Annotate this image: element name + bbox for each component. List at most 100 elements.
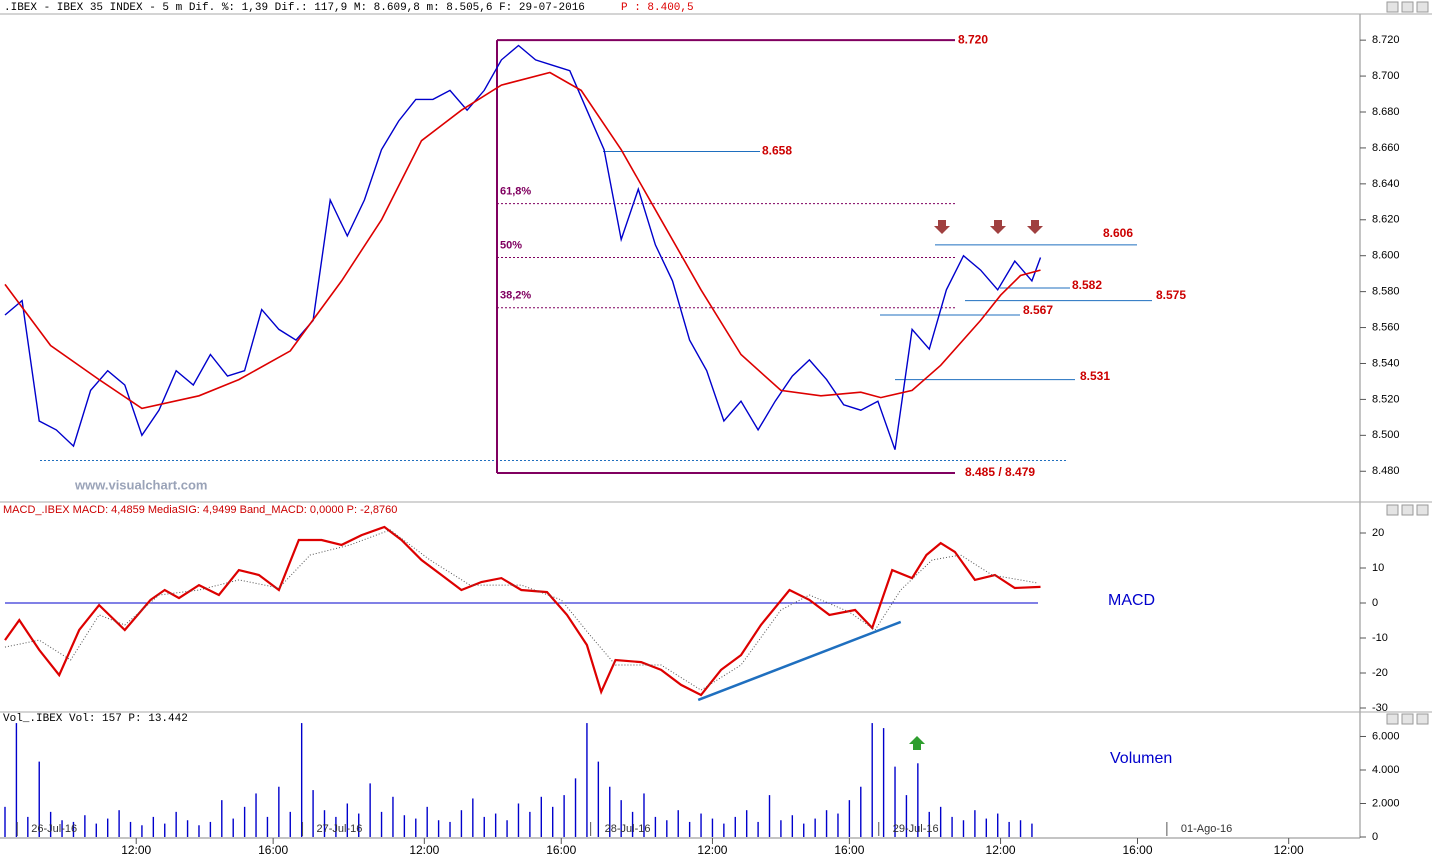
button[interactable] — [1386, 1, 1399, 13]
volume-bar — [574, 778, 577, 837]
level-label: 8.485 / 8.479 — [965, 465, 1035, 479]
volume-bar — [768, 795, 771, 837]
volume-bar — [552, 806, 554, 837]
volume-bar — [540, 796, 542, 837]
y-tick-label: 20 — [1372, 527, 1384, 539]
x-tick-label: 12:00 — [986, 843, 1016, 857]
volume-bar — [323, 810, 326, 837]
y-tick-label: 8.600 — [1372, 250, 1400, 262]
volume-bar — [483, 816, 485, 837]
y-tick-label: 8.540 — [1372, 357, 1400, 369]
x-tick-label: 16:00 — [258, 843, 288, 857]
x-tick-label: 16:00 — [834, 843, 864, 857]
volume-bar — [175, 811, 177, 837]
volume-bar — [472, 798, 474, 837]
volume-bar — [289, 811, 291, 837]
button[interactable] — [1416, 1, 1429, 13]
series-line — [4, 71, 1041, 410]
x-tick-label: 12:00 — [697, 843, 727, 857]
volume-bar — [745, 810, 748, 837]
y-tick-label: 8.560 — [1372, 321, 1400, 333]
button[interactable] — [1386, 504, 1399, 516]
volume-bar — [666, 820, 668, 837]
date-label: 01-Ago-16 — [1181, 823, 1232, 835]
volume-bar — [643, 793, 645, 837]
volume-bar — [49, 811, 52, 837]
x-tick-label: 12:00 — [409, 843, 439, 857]
trend-line — [697, 620, 902, 702]
volume-bar — [939, 806, 942, 837]
price-header: .IBEX - IBEX 35 INDEX - 5 m Dif. %: 1,39… — [4, 2, 585, 14]
y-tick-label: 8.700 — [1372, 70, 1400, 82]
volume-bar — [243, 806, 246, 837]
level-label: 8.606 — [1103, 226, 1133, 240]
date-label: 26-Jul-16 — [31, 823, 77, 835]
volume-bar — [415, 818, 417, 837]
button[interactable] — [1416, 713, 1429, 725]
volume-bar — [529, 811, 531, 837]
level-label: 8.582 — [1072, 278, 1102, 292]
y-tick-label: 10 — [1372, 562, 1384, 574]
macd-label: MACD — [1108, 592, 1155, 609]
y-tick-label: 8.620 — [1372, 214, 1400, 226]
y-tick-label: 8.580 — [1372, 286, 1400, 298]
volume-bar — [95, 823, 97, 837]
series-line — [4, 525, 1041, 697]
volume-bar — [905, 795, 908, 837]
volume-bar — [186, 820, 189, 837]
volume-bar — [848, 800, 851, 837]
volume-bar — [38, 761, 40, 837]
volume-bar — [152, 816, 155, 837]
volume-bar — [825, 810, 828, 837]
volume-bar — [734, 816, 736, 837]
volume-label: Volumen — [1110, 750, 1172, 767]
button[interactable] — [1386, 713, 1399, 725]
volume-bar — [266, 816, 269, 837]
x-tick-label: 16:00 — [1122, 843, 1152, 857]
y-tick-label: 8.500 — [1372, 429, 1400, 441]
volume-bar — [962, 820, 965, 837]
button[interactable] — [1416, 504, 1429, 516]
volume-bar — [221, 800, 223, 837]
volume-bar — [27, 816, 29, 837]
fib-label: 38,2% — [500, 290, 531, 302]
volume-bar — [209, 821, 212, 837]
volume-bar — [951, 816, 953, 837]
button[interactable] — [1401, 713, 1414, 725]
volume-bar — [677, 810, 679, 837]
volume-bar — [894, 766, 896, 837]
volume-bar — [917, 763, 919, 837]
volume-bar — [860, 786, 862, 837]
volume-bar — [84, 815, 86, 837]
fib-label: 61,8% — [500, 186, 531, 198]
volume-bar — [15, 723, 18, 837]
volume-bar — [711, 818, 714, 837]
volume-bar — [1008, 821, 1010, 837]
volume-bar — [780, 820, 782, 837]
y-tick-label: 8.480 — [1372, 465, 1400, 477]
volume-bar — [426, 806, 428, 837]
volume-bar — [609, 786, 611, 837]
y-tick-label: -30 — [1372, 702, 1388, 714]
y-tick-label: 8.660 — [1372, 142, 1400, 154]
watermark: www.visualchart.com — [74, 477, 207, 492]
level-label: 8.720 — [958, 32, 988, 46]
volume-bar — [882, 728, 885, 837]
button[interactable] — [1401, 1, 1414, 13]
volume-bar — [597, 761, 600, 837]
up-arrow — [909, 736, 925, 750]
down-arrow — [934, 220, 950, 234]
volume-bar — [358, 813, 360, 837]
level-label: 8.658 — [762, 144, 792, 158]
volume-bar — [871, 723, 873, 837]
y-tick-label: -10 — [1372, 632, 1388, 644]
volume-bar — [631, 811, 634, 837]
volume-bar — [803, 823, 805, 837]
button[interactable] — [1401, 504, 1414, 516]
volume-bar — [232, 818, 234, 837]
panel-buttons — [1386, 1, 1429, 725]
volume-bar — [312, 790, 314, 837]
fib-label: 50% — [500, 239, 522, 251]
y-tick-label: -20 — [1372, 667, 1388, 679]
